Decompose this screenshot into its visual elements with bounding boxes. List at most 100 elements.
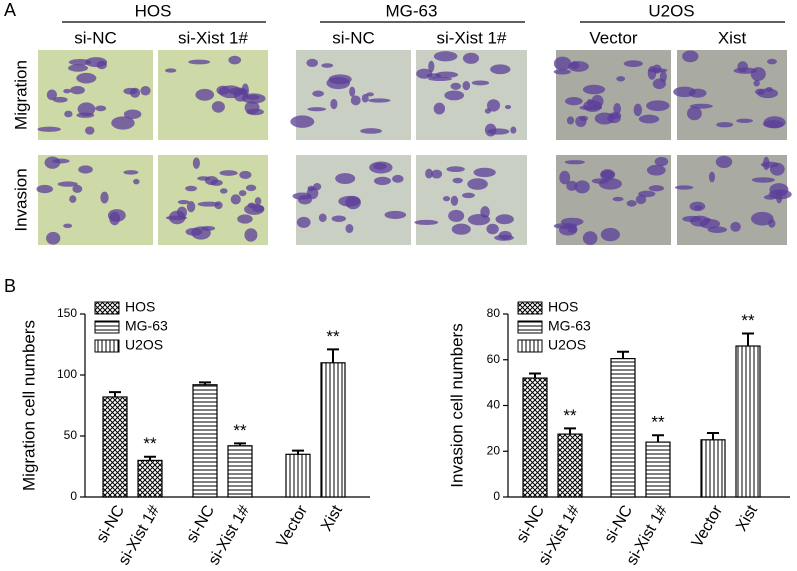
stained-cell bbox=[211, 101, 225, 113]
stained-cell bbox=[715, 155, 733, 168]
column-label: si-NC bbox=[332, 28, 375, 47]
stained-cell bbox=[244, 228, 258, 242]
column-label: si-NC bbox=[74, 28, 117, 47]
stained-cell bbox=[330, 98, 338, 110]
panel-label: B bbox=[4, 276, 16, 296]
stained-cell bbox=[72, 184, 83, 193]
stained-cell bbox=[757, 88, 779, 99]
stained-cell bbox=[486, 223, 499, 235]
significance-mark: ** bbox=[143, 434, 157, 453]
row-label: Invasion bbox=[11, 168, 30, 231]
micrograph bbox=[416, 155, 527, 245]
stained-cell bbox=[210, 179, 223, 186]
error-bar bbox=[564, 427, 576, 435]
bar bbox=[227, 445, 253, 498]
stained-cell bbox=[751, 177, 775, 183]
stained-cell bbox=[76, 72, 97, 84]
stained-cell bbox=[708, 171, 716, 183]
stained-cell bbox=[238, 190, 247, 197]
stained-cell bbox=[736, 118, 753, 123]
stained-cell bbox=[85, 126, 95, 135]
stained-cell bbox=[433, 102, 446, 115]
stained-cell bbox=[201, 225, 216, 231]
stained-cell bbox=[168, 210, 186, 225]
stained-cell bbox=[467, 178, 488, 190]
legend-swatch bbox=[517, 339, 543, 353]
legend-swatch bbox=[94, 301, 120, 315]
bar bbox=[192, 384, 218, 498]
stained-cell bbox=[462, 52, 480, 64]
stained-cell bbox=[164, 68, 177, 73]
stained-cell bbox=[607, 113, 621, 124]
significance-mark: ** bbox=[563, 406, 577, 425]
stained-cell bbox=[244, 101, 260, 115]
y-tick-label: 0 bbox=[70, 489, 77, 503]
stained-cell bbox=[373, 176, 392, 186]
stained-cell bbox=[220, 188, 228, 194]
stained-cell bbox=[230, 194, 241, 205]
y-tick-label: 150 bbox=[57, 306, 77, 320]
legend-swatch bbox=[517, 301, 543, 315]
stained-cell bbox=[46, 231, 61, 245]
stained-cell bbox=[762, 156, 770, 171]
stained-cell bbox=[140, 86, 151, 96]
stained-cell bbox=[686, 106, 702, 121]
stained-cell bbox=[448, 209, 465, 222]
stained-cell bbox=[245, 184, 257, 192]
stained-cell bbox=[37, 126, 61, 132]
stained-cell bbox=[426, 73, 442, 79]
stained-cell bbox=[350, 95, 361, 106]
stained-cell bbox=[185, 185, 197, 192]
column-label: si-Xist 1# bbox=[178, 28, 248, 47]
stained-cell bbox=[254, 197, 262, 206]
stained-cell bbox=[510, 126, 517, 134]
stained-cell bbox=[565, 97, 583, 106]
y-tick-label: 20 bbox=[487, 443, 501, 457]
stained-cell bbox=[613, 103, 622, 115]
x-tick-label: Vector bbox=[689, 502, 727, 550]
stained-cell bbox=[442, 196, 451, 202]
x-tick-label: si-NC bbox=[93, 503, 128, 546]
stained-cell bbox=[730, 221, 741, 232]
column-label: Vector bbox=[589, 28, 638, 47]
stained-cell bbox=[195, 88, 215, 101]
stained-cell bbox=[433, 51, 458, 62]
group-title: MG-63 bbox=[386, 1, 438, 20]
stained-cell bbox=[553, 56, 572, 71]
stained-cell bbox=[600, 227, 620, 242]
stained-cell bbox=[486, 99, 501, 112]
error-bar bbox=[109, 391, 121, 397]
stained-cell bbox=[100, 191, 109, 204]
stained-cell bbox=[654, 156, 669, 167]
stained-cell bbox=[583, 100, 602, 112]
legend-swatch bbox=[94, 339, 120, 353]
stained-cell bbox=[467, 214, 491, 226]
stained-cell bbox=[450, 82, 462, 90]
bar bbox=[137, 459, 163, 498]
error-bar bbox=[617, 350, 629, 359]
stained-cell bbox=[296, 216, 311, 228]
stained-cell bbox=[495, 214, 514, 225]
stained-cell bbox=[361, 93, 369, 103]
bar bbox=[522, 377, 548, 498]
micrograph bbox=[416, 50, 527, 140]
stained-cell bbox=[452, 177, 463, 184]
stained-cell bbox=[775, 190, 783, 204]
stained-cell bbox=[626, 200, 637, 207]
legend-label: HOS bbox=[548, 299, 578, 315]
bar bbox=[320, 362, 346, 498]
stained-cell bbox=[107, 209, 126, 222]
stained-cell bbox=[392, 174, 404, 183]
significance-mark: ** bbox=[741, 311, 755, 330]
stained-cell bbox=[498, 230, 512, 240]
stained-cell bbox=[612, 196, 624, 202]
bar bbox=[285, 453, 311, 498]
stained-cell bbox=[384, 210, 407, 219]
stained-cell bbox=[570, 61, 580, 70]
bar bbox=[645, 441, 671, 498]
stained-cell bbox=[559, 170, 571, 185]
stained-cell bbox=[52, 96, 68, 103]
legend-label: MG-63 bbox=[125, 318, 168, 334]
stained-cell bbox=[241, 93, 266, 104]
